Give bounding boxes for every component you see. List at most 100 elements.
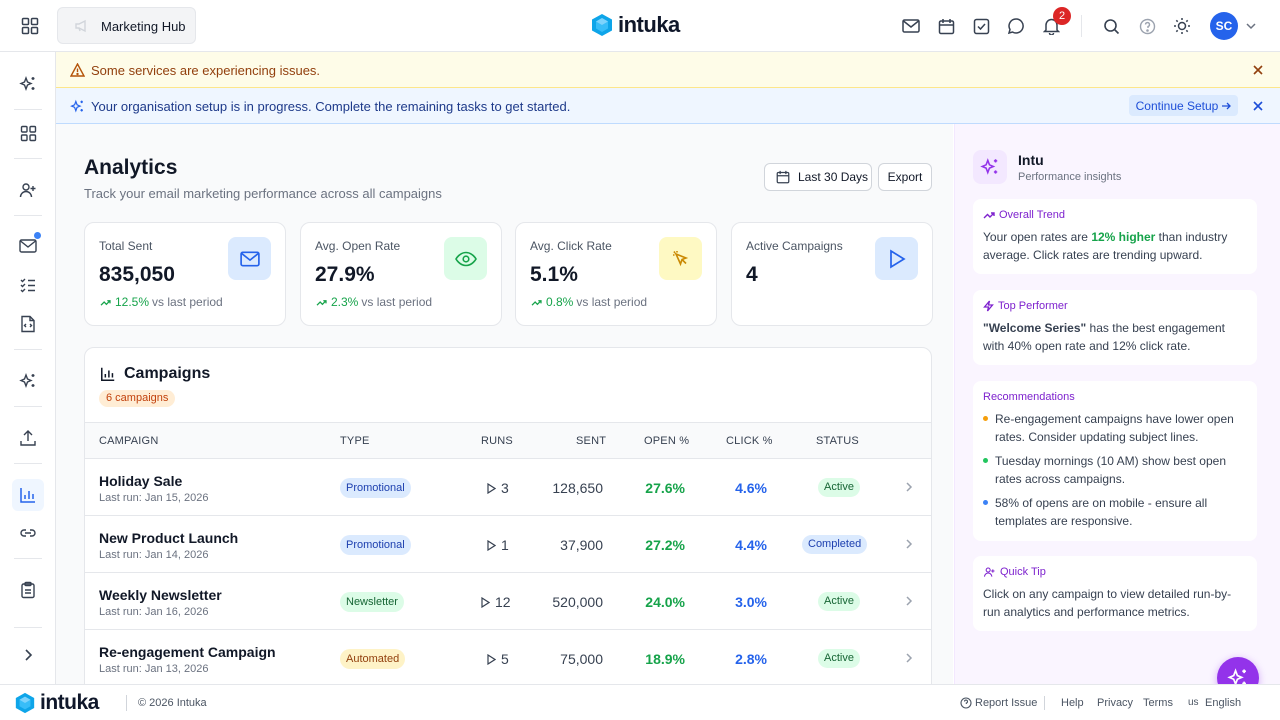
table-row[interactable]: Re-engagement Campaign Last run: Jan 13,… <box>85 629 931 684</box>
language-selector[interactable]: English <box>1205 697 1242 709</box>
bullet-dot <box>983 500 988 505</box>
sidebar-item-contacts[interactable] <box>12 174 44 206</box>
close-icon[interactable] <box>1252 100 1264 112</box>
footer: intuka © 2026 Intuka Report Issue Help P… <box>0 684 1280 720</box>
click-rate-value: 4.4% <box>735 537 767 553</box>
stat-label: Avg. Open Rate <box>315 239 401 253</box>
table-row[interactable]: New Product Launch Last run: Jan 14, 202… <box>85 515 931 572</box>
sidebar-item-dashboard[interactable] <box>12 117 44 149</box>
chat-icon[interactable] <box>1005 15 1027 37</box>
checkbox-icon[interactable] <box>970 15 992 37</box>
chevron-right-icon[interactable] <box>905 652 913 664</box>
column-header[interactable]: SENT <box>576 435 607 447</box>
column-header[interactable]: OPEN % <box>644 435 690 447</box>
highlight-text: 12% higher <box>1091 230 1156 244</box>
sidebar-item-email[interactable] <box>12 230 44 262</box>
campaigns-header: Campaigns <box>100 365 210 383</box>
campaign-last-run: Last run: Jan 15, 2026 <box>99 492 209 504</box>
play-icon <box>481 596 490 608</box>
dashboard-icon <box>20 125 36 141</box>
page-title: Analytics <box>84 156 178 179</box>
brand-logo[interactable]: intuka <box>590 13 680 37</box>
table-row[interactable]: Holiday Sale Last run: Jan 15, 2026 Prom… <box>85 458 931 515</box>
chevron-right-icon <box>25 649 33 661</box>
bar-chart-icon <box>101 367 115 381</box>
eye-icon <box>444 237 487 280</box>
date-range-button[interactable]: Last 30 Days <box>764 163 872 191</box>
table-row[interactable]: Weekly Newsletter Last run: Jan 16, 2026… <box>85 572 931 629</box>
open-rate-value: 24.0% <box>645 594 685 610</box>
search-icon[interactable] <box>1100 15 1122 37</box>
runs-value: 5 <box>501 651 509 667</box>
card-text: Click on any campaign to view detailed r… <box>983 587 1232 619</box>
sidebar-item-clipboard[interactable] <box>12 574 44 606</box>
sidebar-item-tasks[interactable] <box>12 269 44 301</box>
open-rate-value: 18.9% <box>645 651 685 667</box>
stat-card: Avg. Click Rate 5.1% 0.8% vs last period <box>515 222 717 326</box>
help-icon[interactable] <box>1136 15 1158 37</box>
sidebar-item-upload[interactable] <box>12 422 44 454</box>
stat-value: 27.9% <box>315 263 375 286</box>
divider <box>14 215 42 216</box>
report-issue-link[interactable]: Report Issue <box>960 697 1037 709</box>
sparkles-icon <box>70 99 85 114</box>
bullet-dot <box>983 458 988 463</box>
sun-icon[interactable] <box>1171 15 1193 37</box>
sidebar-expand-button[interactable] <box>12 639 44 671</box>
export-button[interactable]: Export <box>878 163 932 191</box>
mail-icon[interactable] <box>900 15 922 37</box>
chevron-right-icon[interactable] <box>905 538 913 550</box>
campaign-name: Holiday Sale <box>99 473 183 489</box>
main-content: Analytics Track your email marketing per… <box>56 124 953 684</box>
column-header[interactable]: TYPE <box>340 435 370 447</box>
sidebar-item-links[interactable] <box>12 517 44 549</box>
recommendation-item: Re-engagement campaigns have lower open … <box>983 410 1247 446</box>
language-flag: us <box>1188 697 1199 708</box>
stat-trend-value: 2.3% <box>331 295 359 309</box>
continue-setup-button[interactable]: Continue Setup <box>1129 95 1238 116</box>
stat-value: 4 <box>746 263 758 286</box>
card-text: "Welcome Series" has the best engagement… <box>983 319 1247 355</box>
chevron-down-icon[interactable] <box>1245 20 1257 32</box>
warning-text: Some services are experiencing issues. <box>91 63 321 78</box>
footer-logo[interactable]: intuka <box>14 691 99 715</box>
privacy-link[interactable]: Privacy <box>1097 697 1134 709</box>
help-link[interactable]: Help <box>1061 697 1084 709</box>
notification-badge: 2 <box>1053 7 1071 25</box>
divider <box>14 463 42 464</box>
user-plus-icon <box>19 183 36 198</box>
sidebar-item-automation[interactable] <box>12 365 44 397</box>
column-header[interactable]: RUNS <box>481 435 513 447</box>
mail-icon <box>19 239 37 253</box>
sidebar-item-templates[interactable] <box>12 308 44 340</box>
sidebar-item-ai[interactable] <box>12 68 44 100</box>
user-plus-icon <box>983 567 995 577</box>
megaphone-icon <box>74 18 90 34</box>
sidebar-item-analytics[interactable] <box>12 479 44 511</box>
column-header[interactable]: CLICK % <box>726 435 773 447</box>
close-icon[interactable] <box>1252 64 1264 76</box>
chevron-right-icon[interactable] <box>905 481 913 493</box>
trending-up-icon <box>316 299 327 306</box>
text-segment: than industry average. Click rates are t… <box>983 230 1228 262</box>
column-header[interactable]: CAMPAIGN <box>99 435 159 447</box>
runs-cell: 12 <box>481 594 511 610</box>
apps-grid-icon[interactable] <box>18 15 42 37</box>
terms-link[interactable]: Terms <box>1143 697 1173 709</box>
stat-trend: 0.8% vs last period <box>530 295 647 309</box>
stat-trend-suffix: vs last period <box>152 295 223 309</box>
brand-hexagon-icon <box>592 14 612 36</box>
play-icon <box>487 482 496 494</box>
card-heading: Top Performer <box>998 300 1068 312</box>
recommendation-text: 58% of opens are on mobile - ensure all … <box>995 496 1208 528</box>
recommendation-text: Tuesday mornings (10 AM) show best open … <box>995 454 1227 486</box>
file-code-icon <box>21 315 35 333</box>
avatar[interactable]: SC <box>1210 12 1238 40</box>
campaign-last-run: Last run: Jan 16, 2026 <box>99 606 209 618</box>
workspace-switcher[interactable]: Marketing Hub <box>57 7 196 44</box>
runs-cell: 3 <box>487 480 509 496</box>
calendar-icon[interactable] <box>935 15 957 37</box>
chevron-right-icon[interactable] <box>905 595 913 607</box>
column-header[interactable]: STATUS <box>816 435 859 447</box>
divider <box>14 349 42 350</box>
